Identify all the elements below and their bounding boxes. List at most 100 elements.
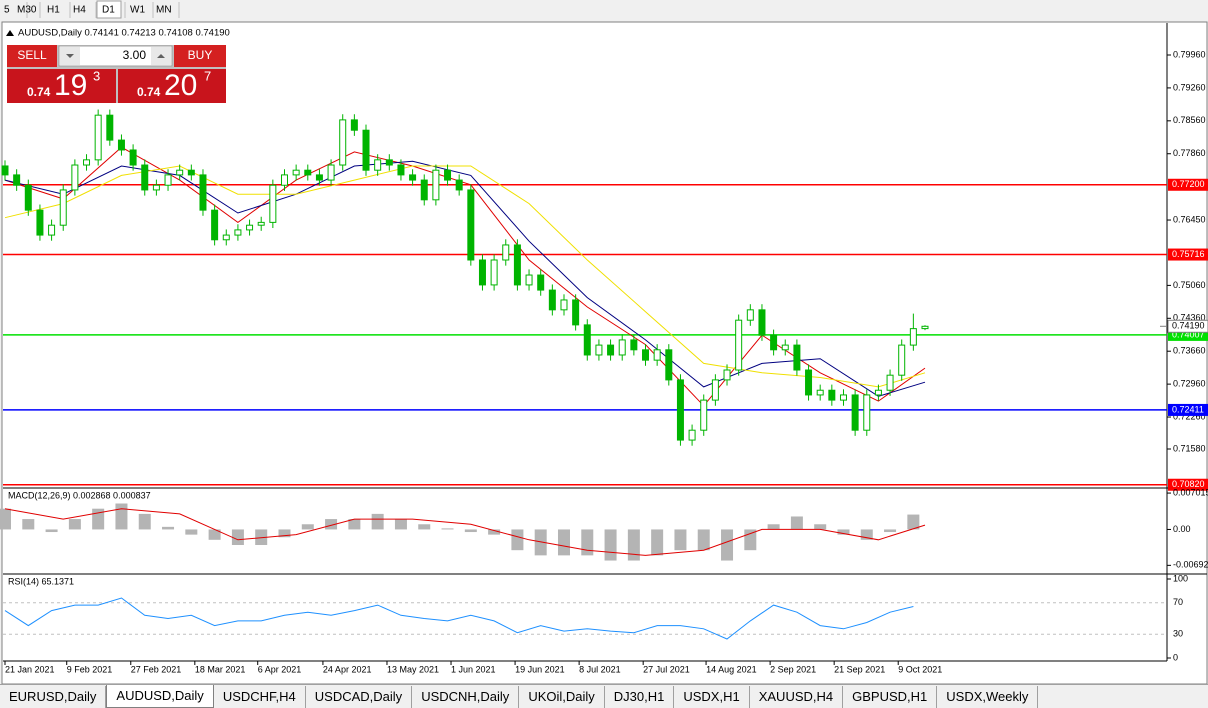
candle-body — [607, 344, 615, 356]
candle-body — [851, 394, 859, 431]
candle-body — [36, 209, 44, 236]
macd-bar — [115, 503, 128, 530]
candle-body — [700, 399, 708, 431]
candle-body — [665, 349, 673, 381]
macd-bar — [907, 514, 920, 530]
y-tick-label: 0.72960 — [1173, 378, 1206, 388]
timeframe-button[interactable]: D1 — [102, 5, 115, 16]
candle-body — [455, 179, 463, 191]
y-tick-label: 0.007015 — [1173, 487, 1208, 497]
level-label: 0.72411 — [1172, 404, 1204, 414]
chart-tab[interactable]: USDX,H1 — [674, 686, 750, 708]
macd-bar — [441, 528, 454, 530]
sell-button[interactable] — [7, 45, 57, 67]
bid-prefix: 0.74 — [27, 85, 51, 99]
candle-body — [292, 169, 300, 176]
candle-body — [898, 344, 906, 376]
y-tick-label: 0.79960 — [1173, 49, 1206, 59]
x-tick-label: 1 Jun 2021 — [451, 664, 496, 674]
buy-button[interactable] — [174, 45, 226, 67]
timeframe-button[interactable]: MN — [156, 5, 172, 16]
lot-field[interactable] — [58, 45, 173, 67]
chart-tab[interactable]: USDCHF,H4 — [214, 686, 306, 708]
chart-header: AUDUSD,Daily 0.74141 0.74213 0.74108 0.7… — [18, 28, 230, 39]
x-tick-label: 6 Apr 2021 — [258, 664, 302, 674]
y-tick-label: 0.77860 — [1173, 148, 1206, 158]
candle-body — [269, 184, 277, 223]
candle-body — [642, 349, 650, 361]
sell-label: SELL — [17, 48, 47, 62]
x-tick-label: 13 May 2021 — [387, 664, 439, 674]
macd-bar — [371, 513, 384, 530]
collapse-icon[interactable] — [6, 30, 14, 36]
timeframe-button[interactable]: 5 — [4, 5, 10, 16]
y-tick-label: 0.79260 — [1173, 82, 1206, 92]
macd-bar — [581, 529, 594, 556]
candle-body — [420, 179, 428, 201]
timeframe-button[interactable]: W1 — [130, 5, 145, 16]
candle-body — [886, 374, 894, 391]
level-label-bg — [1168, 403, 1208, 416]
candle-body — [350, 119, 358, 131]
macd-bar — [394, 519, 407, 530]
macd-bar — [860, 529, 873, 540]
chart-tab[interactable]: XAUUSD,H4 — [750, 686, 844, 708]
macd-signal — [4, 508, 926, 556]
chart-tab[interactable]: EURUSD,Daily — [0, 686, 107, 708]
candle-body — [583, 324, 591, 356]
macd-bar — [185, 529, 198, 535]
y-tick-label: -0.006923 — [1173, 560, 1208, 570]
candle-body — [525, 274, 533, 286]
chart-window — [1, 21, 1208, 684]
x-tick-label: 9 Oct 2021 — [898, 664, 942, 674]
y-tick-label: 70 — [1173, 597, 1183, 607]
candle-body — [874, 389, 882, 396]
candle-body — [48, 224, 56, 236]
rsi-title: RSI(14) 65.1371 — [8, 576, 74, 586]
x-tick-label: 9 Feb 2021 — [67, 664, 113, 674]
candle-body — [164, 174, 172, 186]
macd-bar — [325, 519, 338, 530]
candle-body — [711, 379, 719, 401]
chart-tab[interactable]: USDX,Weekly — [937, 686, 1039, 708]
moving-average — [4, 165, 926, 388]
chart-tab[interactable]: AUDUSD,Daily — [106, 685, 214, 708]
candle-body — [385, 159, 393, 166]
chart-tab[interactable]: UKOil,Daily — [519, 686, 605, 708]
candle-body — [746, 309, 754, 321]
macd-bar — [0, 508, 11, 530]
chart-tab[interactable]: USDCAD,Daily — [306, 686, 413, 708]
candle-body — [444, 169, 452, 181]
macd-bar — [208, 529, 221, 540]
candle-body — [490, 259, 498, 286]
candle-body — [211, 209, 219, 241]
chart-tab[interactable]: GBPUSD,H1 — [843, 686, 938, 708]
level-label-bg — [1168, 478, 1208, 491]
candle-body — [24, 184, 32, 211]
tab-bar: EURUSD,Daily AUDUSD,Daily USDCHF,H4 USDCAD,… — [0, 684, 1208, 708]
candle-body — [781, 344, 789, 351]
x-tick-label: 21 Sep 2021 — [834, 664, 885, 674]
macd-bar — [884, 529, 897, 533]
macd-bar — [348, 519, 361, 530]
ask-box[interactable] — [118, 69, 226, 103]
chart-tab[interactable]: USDCNH,Daily — [412, 686, 520, 708]
x-tick-label: 19 Jun 2021 — [515, 664, 565, 674]
timeframe-button[interactable]: M30 — [17, 5, 37, 16]
timeframe-button[interactable]: H4 — [73, 5, 86, 16]
macd-bar — [814, 524, 827, 530]
y-tick-label: 0 — [1173, 652, 1178, 662]
macd-bar — [301, 524, 314, 530]
y-tick-label: 0.72260 — [1173, 411, 1206, 421]
bid-box[interactable] — [7, 69, 116, 103]
candle-body — [409, 174, 417, 181]
timeframe-button[interactable]: H1 — [47, 5, 60, 16]
macd-bar — [767, 524, 780, 530]
candle-body — [199, 174, 207, 211]
candle-body — [676, 379, 684, 441]
chart-tab[interactable]: DJ30,H1 — [605, 686, 675, 708]
macd-bar — [651, 529, 664, 556]
y-tick-label: 0.74360 — [1173, 313, 1206, 323]
candle-body — [432, 169, 440, 201]
